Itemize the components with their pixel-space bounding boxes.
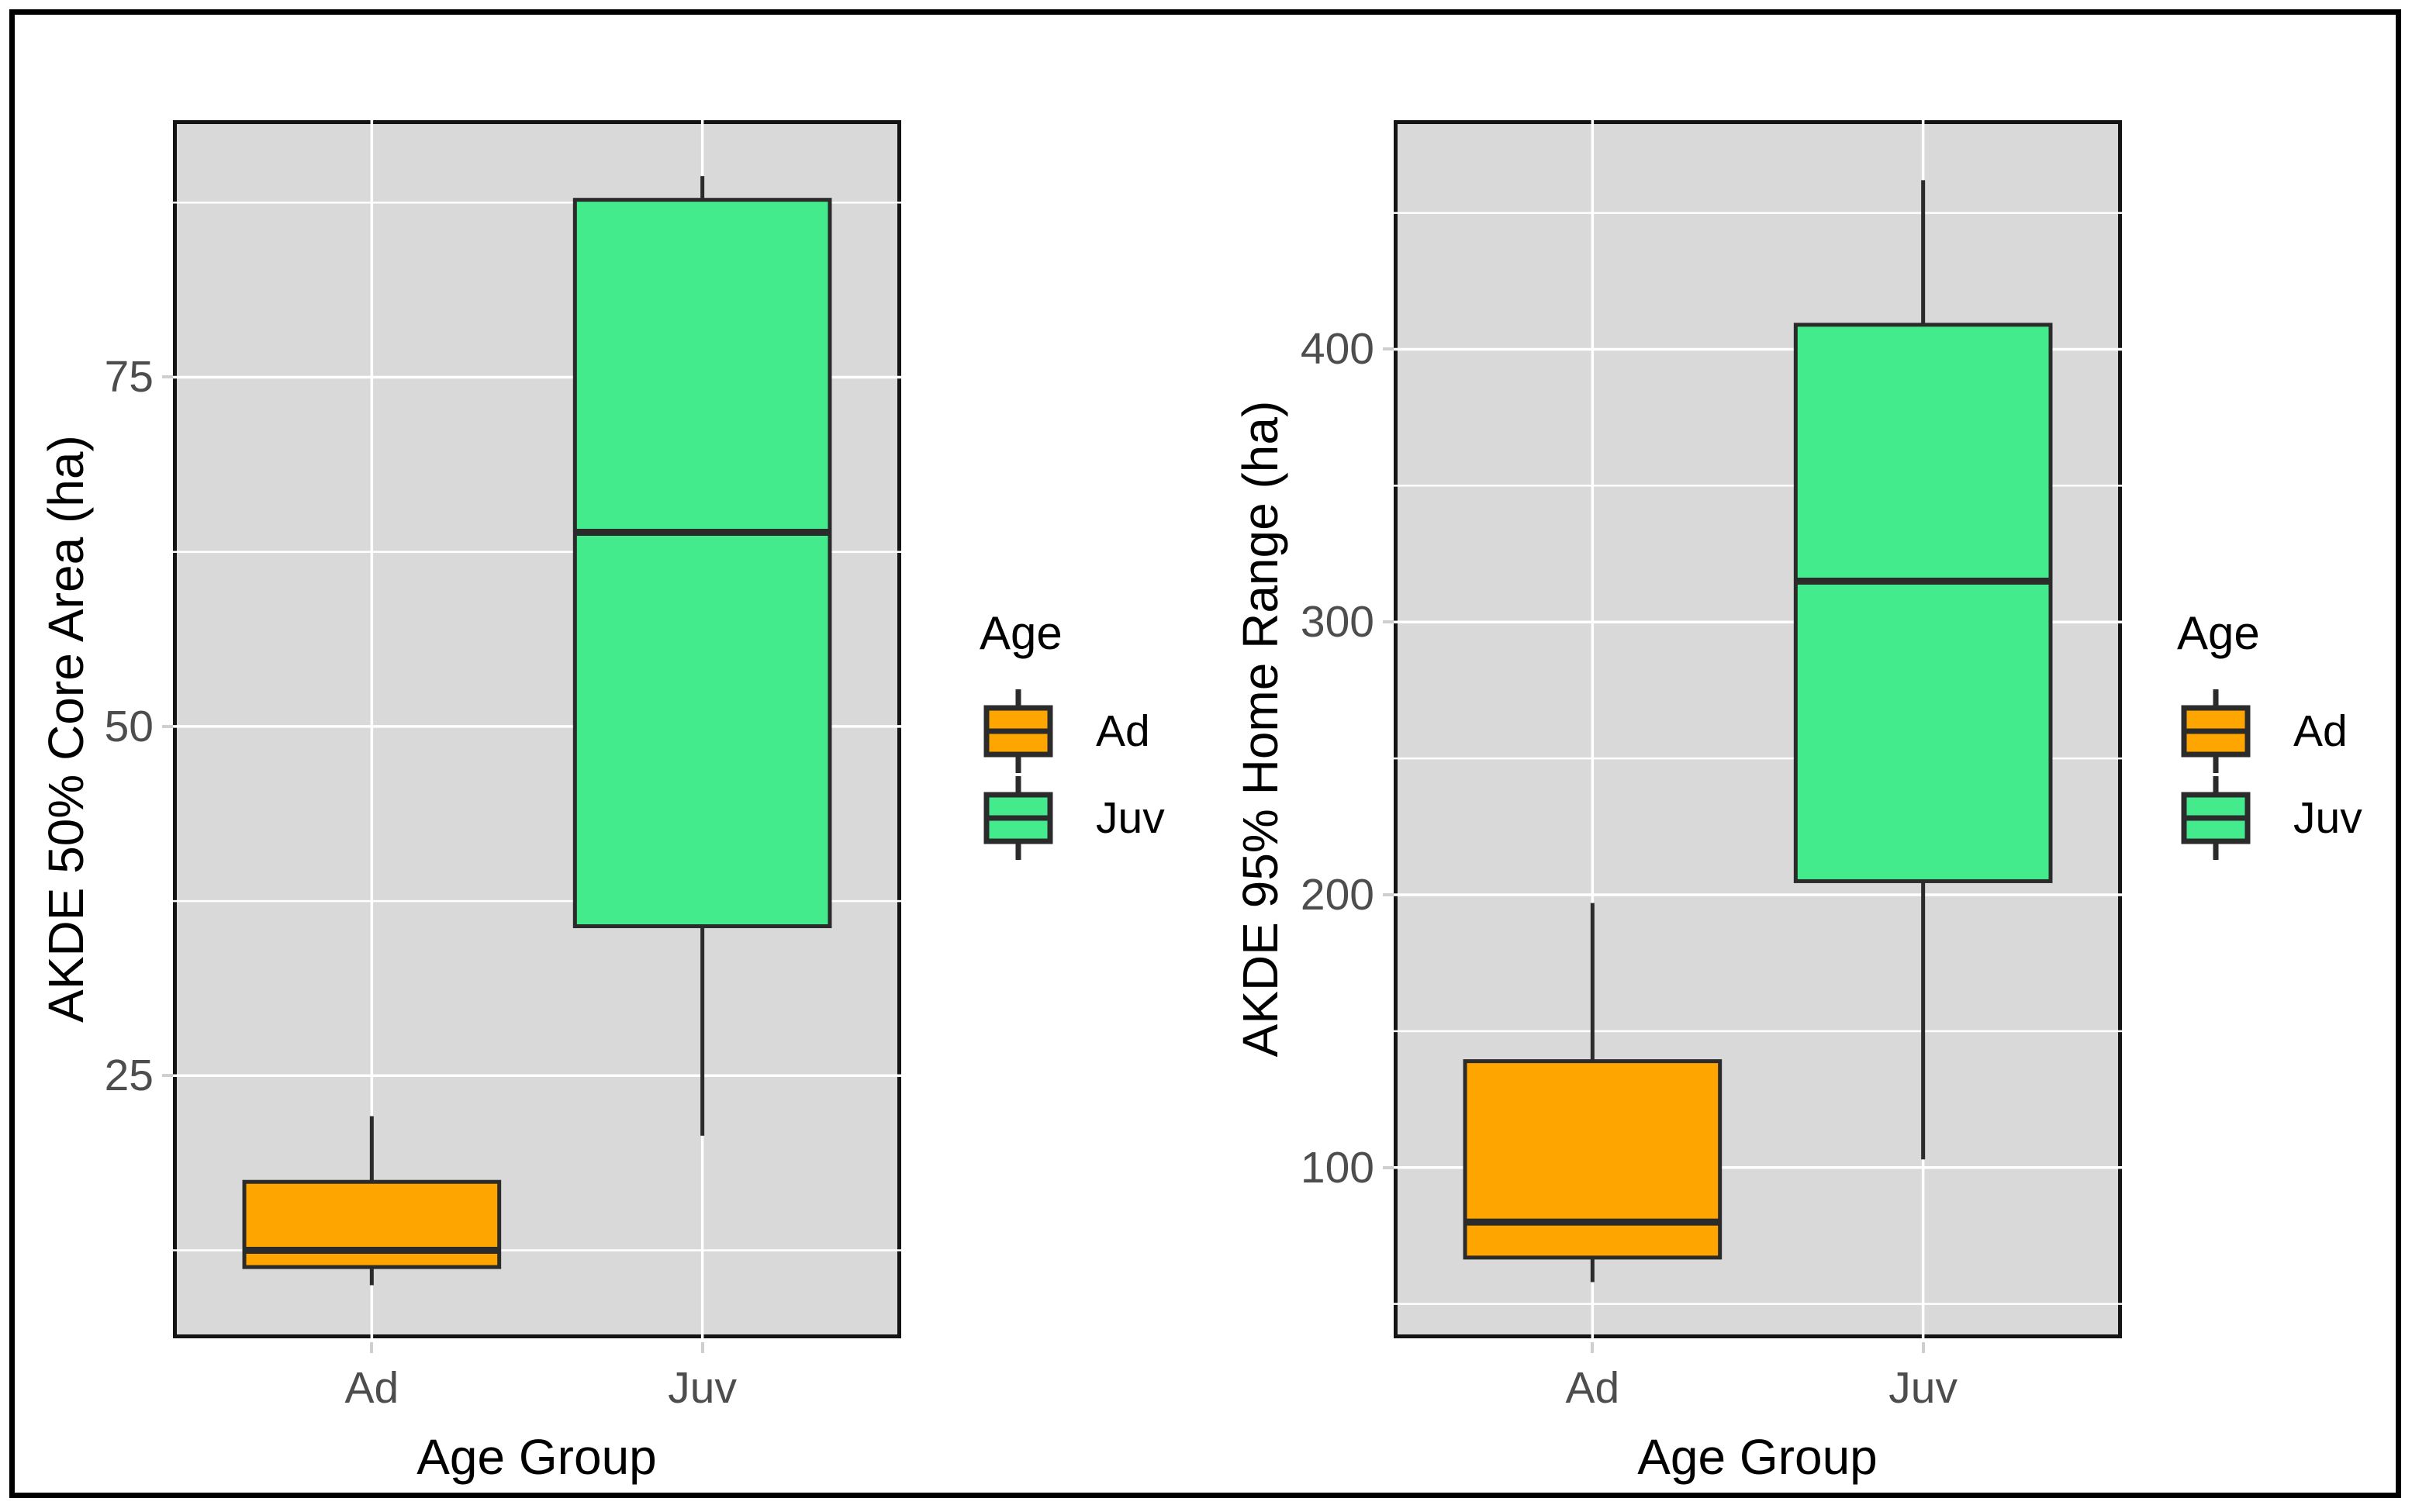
legend-item-juv: Juv xyxy=(2177,775,2362,861)
y-tick-mark xyxy=(162,724,173,728)
x-tick-label: Juv xyxy=(668,1363,737,1413)
legend-right: Age Ad Juv xyxy=(2177,606,2362,861)
legend-item-ad: Ad xyxy=(980,688,1165,775)
y-tick-label: 50 xyxy=(104,701,154,751)
boxplot-key-icon xyxy=(983,776,1053,860)
boxplot-canvas-core-area xyxy=(173,120,901,1338)
y-tick-mark xyxy=(1383,620,1394,624)
y-tick-mark xyxy=(1383,1165,1394,1169)
y-tick-label: 300 xyxy=(1300,597,1374,647)
box-juv xyxy=(572,198,832,929)
y-tick-mark xyxy=(1383,893,1394,897)
legend-label-juv: Juv xyxy=(1096,793,1165,843)
y-tick-label: 75 xyxy=(104,352,154,402)
legend-title: Age xyxy=(980,607,1063,659)
y-tick-label: 400 xyxy=(1300,324,1374,375)
legend-label-juv: Juv xyxy=(2293,793,2362,843)
y-tick-label: 200 xyxy=(1300,870,1374,920)
x-tick-label: Ad xyxy=(1565,1363,1620,1413)
x-tick-mark xyxy=(1591,1342,1595,1353)
figure-border xyxy=(9,9,2401,1498)
boxplot-key-icon xyxy=(2181,776,2251,860)
x-axis-title-left: Age Group xyxy=(416,1429,657,1485)
box-ad xyxy=(1463,1059,1723,1260)
legend-item-juv: Juv xyxy=(980,775,1165,861)
x-axis-title-right: Age Group xyxy=(1637,1429,1878,1485)
box-juv xyxy=(1793,323,2053,883)
x-tick-label: Ad xyxy=(344,1363,399,1413)
boxplot-key-icon xyxy=(983,689,1053,773)
x-tick-label: Juv xyxy=(1888,1363,1958,1413)
x-tick-mark xyxy=(370,1342,374,1353)
legend-left: Age Ad Juv xyxy=(980,606,1165,861)
boxplot-canvas-home-range xyxy=(1394,120,2122,1338)
y-tick-label: 100 xyxy=(1300,1142,1374,1193)
legend-item-ad: Ad xyxy=(2177,688,2362,775)
y-tick-label: 25 xyxy=(104,1051,154,1101)
x-tick-mark xyxy=(700,1342,704,1353)
legend-label-ad: Ad xyxy=(2293,706,2348,756)
y-tick-mark xyxy=(1383,347,1394,351)
y-axis-title-home-range: AKDE 95% Home Range (ha) xyxy=(1232,400,1288,1058)
y-tick-mark xyxy=(162,1074,173,1078)
boxplot-key-icon xyxy=(2181,689,2251,773)
legend-title: Age xyxy=(2177,607,2260,659)
y-tick-mark xyxy=(162,375,173,379)
x-tick-mark xyxy=(1921,1342,1925,1353)
box-ad xyxy=(242,1179,502,1269)
legend-label-ad: Ad xyxy=(1096,706,1150,756)
